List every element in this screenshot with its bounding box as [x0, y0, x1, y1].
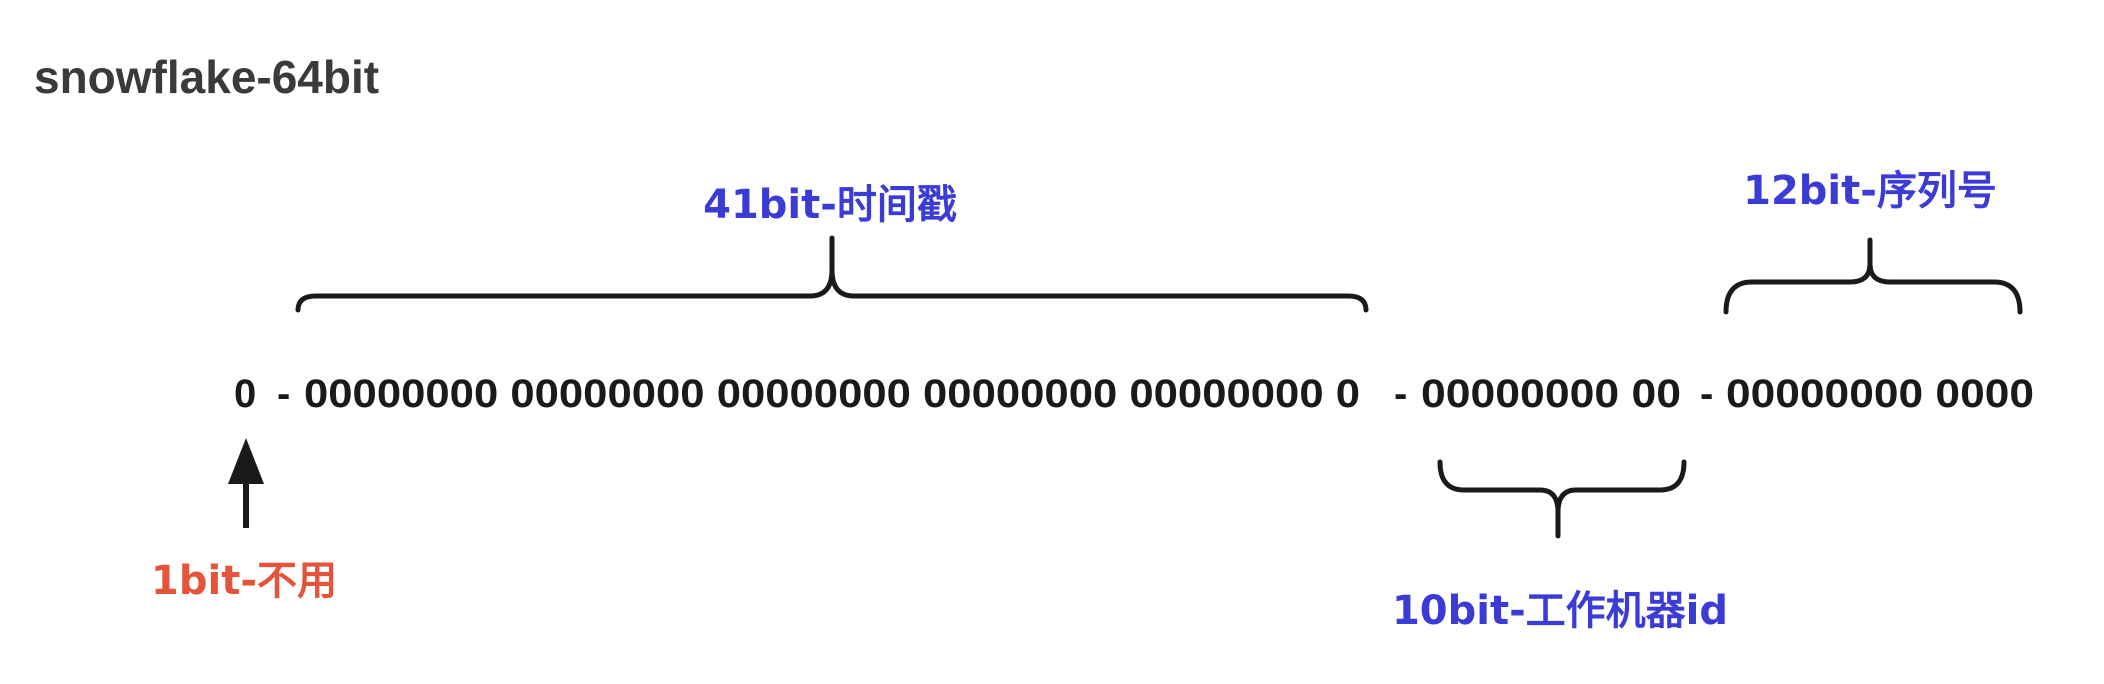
separator-2: - [1394, 372, 1407, 416]
timestamp-bits: 00000000 00000000 00000000 00000000 0000… [304, 372, 1360, 416]
separator-1: - [277, 372, 290, 416]
sign-bit-label: 1bit-不用 [151, 558, 337, 604]
bit-string: 0 - 00000000 00000000 00000000 00000000 … [234, 372, 2034, 416]
sequence-brace [1723, 237, 2023, 315]
sign-bit: 0 [234, 372, 256, 416]
timestamp-label: 41bit-时间戳 [703, 182, 957, 228]
machine-id-label: 10bit-工作机器id [1392, 588, 1728, 634]
sequence-label: 12bit-序列号 [1743, 168, 1997, 214]
sign-bit-arrow-icon [228, 438, 264, 528]
timestamp-brace [295, 235, 1369, 313]
diagram-title: snowflake-64bit [34, 51, 379, 103]
separator-3: - [1700, 372, 1713, 416]
machine-id-brace [1437, 459, 1687, 539]
machine-id-bits: 00000000 00 [1421, 372, 1681, 416]
sequence-bits: 00000000 0000 [1726, 372, 2034, 416]
